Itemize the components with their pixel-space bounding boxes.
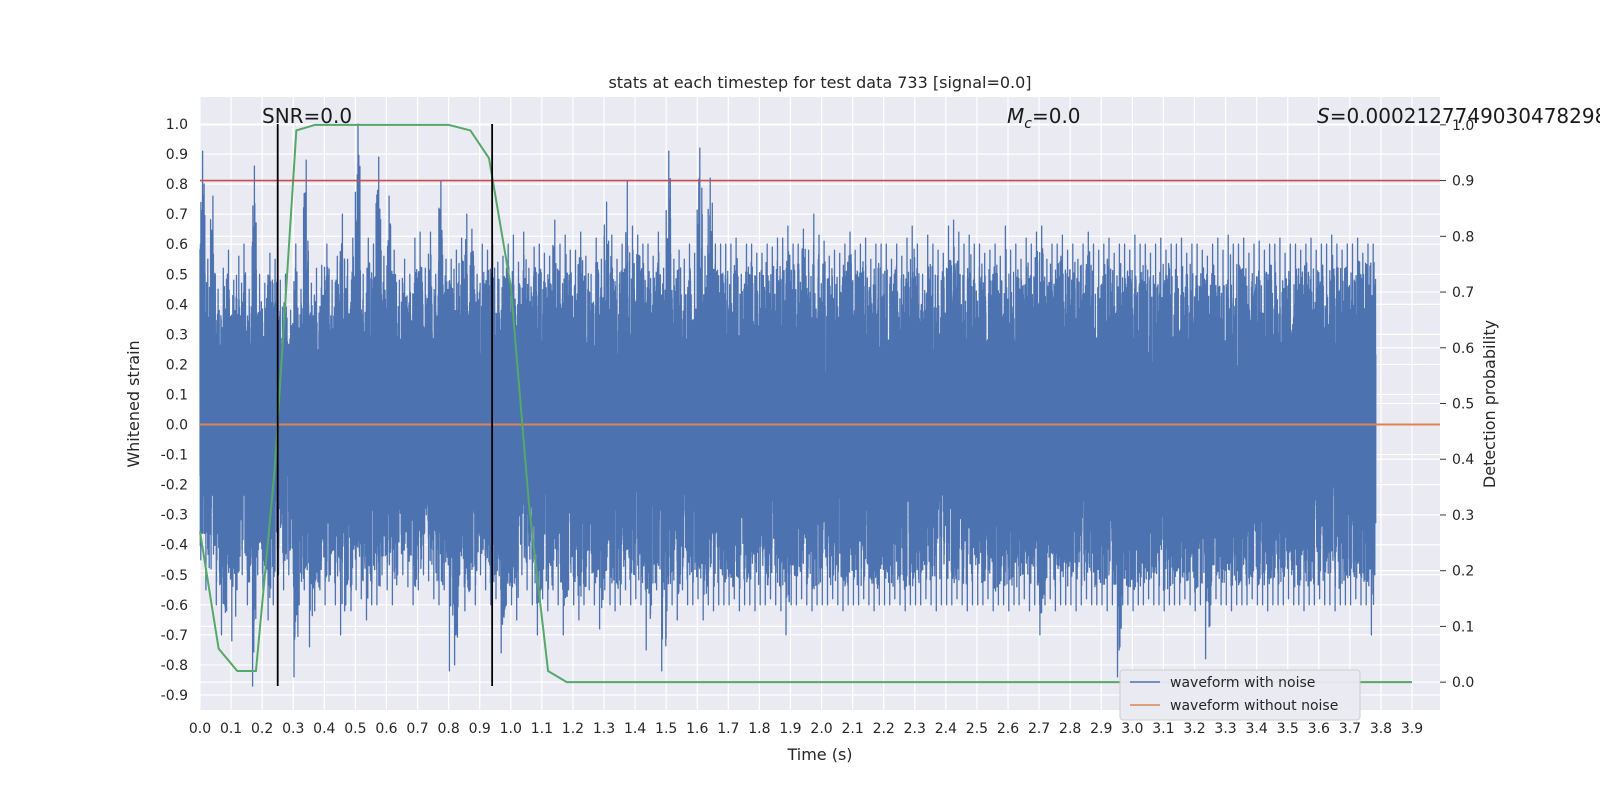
y-axis-label: Whitened strain [124, 340, 143, 467]
x-tick-label: 0.9 [469, 721, 491, 737]
x-tick-label: 3.4 [1246, 721, 1268, 737]
x-tick-label: 2.4 [935, 721, 957, 737]
waveform-with-noise-line [199, 123, 1377, 687]
y2-tick-label: 0.0 [1452, 675, 1474, 691]
x-tick-label: 1.4 [624, 721, 646, 737]
annotation-mc-sub: c [1024, 116, 1032, 132]
y-tick-label: -0.9 [161, 688, 188, 704]
x-tick-labels: 0.0 0.1 0.2 0.3 0.4 0.5 0.6 0.7 0.8 0.9 1.0 1.1 1.2 1… [189, 721, 1423, 737]
x-tick-label: 1.8 [748, 721, 770, 737]
x-tick-label: 3.1 [1152, 721, 1174, 737]
y2-tick-label: 0.9 [1452, 174, 1474, 190]
annotation-snr: SNR=0.0 [262, 104, 352, 128]
y2-tick-label: 0.8 [1452, 229, 1474, 245]
chart-title: stats at each timestep for test data 733… [608, 73, 1031, 92]
x-tick-label: 2.9 [1090, 721, 1112, 737]
y-tick-label: 0.8 [166, 177, 188, 193]
x-tick-label: 1.1 [531, 721, 553, 737]
y2-axis-label: Detection probability [1480, 320, 1499, 488]
y-tick-label: 0.9 [166, 147, 188, 163]
x-tick-label: 1.5 [655, 721, 677, 737]
x-tick-label: 0.7 [406, 721, 428, 737]
x-tick-label: 0.0 [189, 721, 211, 737]
y2-tick-labels: 0.0 0.1 0.2 0.3 0.4 0.5 0.6 0.7 0.8 0.9 1.0 [1440, 118, 1474, 691]
y-tick-label: 1.0 [166, 117, 188, 133]
x-tick-label: 3.8 [1370, 721, 1392, 737]
y-tick-label: 0.3 [166, 327, 188, 343]
x-axis-label: Time (s) [786, 745, 852, 764]
legend-label-noise: waveform with noise [1170, 675, 1315, 691]
annotation-mc-rest: =0.0 [1032, 104, 1081, 128]
y2-tick-label: 0.4 [1452, 452, 1474, 468]
legend: waveform with noise waveform without noi… [1119, 669, 1361, 721]
x-tick-label: 2.0 [810, 721, 832, 737]
y2-tick-label: 0.5 [1452, 397, 1474, 413]
x-tick-label: 2.8 [1059, 721, 1081, 737]
y-tick-label: 0.2 [166, 357, 188, 373]
x-tick-label: 3.7 [1339, 721, 1361, 737]
annotation-s-base: S [1317, 104, 1330, 128]
y2-tick-label: 0.7 [1452, 285, 1474, 301]
series-waveform-with-noise [199, 123, 1377, 687]
x-tick-label: 1.9 [779, 721, 801, 737]
x-tick-label: 3.3 [1214, 721, 1236, 737]
annotation-mc-base: M [1007, 104, 1024, 128]
x-tick-label: 2.6 [997, 721, 1019, 737]
x-tick-label: 0.4 [313, 721, 335, 737]
x-tick-label: 0.1 [220, 721, 242, 737]
x-tick-label: 0.5 [344, 721, 366, 737]
x-tick-label: 0.6 [375, 721, 397, 737]
y-tick-label: -0.3 [161, 508, 188, 524]
y-tick-label: -0.2 [161, 478, 188, 494]
y-tick-label: -0.4 [161, 538, 188, 554]
x-tick-label: 2.3 [904, 721, 926, 737]
y-tick-label: 0.5 [166, 267, 188, 283]
x-tick-label: 2.1 [841, 721, 863, 737]
y-tick-label: 0.6 [166, 237, 188, 253]
y-tick-label: 0.4 [166, 297, 188, 313]
x-tick-label: 0.2 [251, 721, 273, 737]
annotation-s: S=0.00021277490304782987 [1317, 104, 1600, 128]
x-tick-label: 2.7 [1028, 721, 1050, 737]
x-tick-label: 1.2 [562, 721, 584, 737]
x-tick-label: 3.2 [1183, 721, 1205, 737]
x-tick-label: 0.8 [437, 721, 459, 737]
x-tick-label: 3.5 [1277, 721, 1299, 737]
y2-tick-label: 0.2 [1452, 564, 1474, 580]
y2-tick-label: 0.1 [1452, 619, 1474, 635]
y2-tick-label: 1.0 [1452, 118, 1474, 134]
annotation-s-rest: =0.00021277490304782987 [1330, 104, 1600, 128]
y-tick-label: -0.7 [161, 628, 188, 644]
y-tick-label: -0.1 [161, 448, 188, 464]
vertical-markers [276, 124, 494, 686]
x-tick-label: 1.3 [593, 721, 615, 737]
x-tick-label: 1.7 [717, 721, 739, 737]
series-detection-probability [199, 123, 1413, 684]
x-tick-label: 1.0 [500, 721, 522, 737]
x-tick-label: 3.6 [1308, 721, 1330, 737]
y-tick-label: 0.0 [166, 418, 188, 434]
x-tick-label: 2.2 [873, 721, 895, 737]
y-tick-labels: -0.9 -0.8 -0.7 -0.6 -0.5 -0.4 -0.3 -0.2 -0.1 0.0 0… [161, 117, 188, 704]
y-tick-label: -0.5 [161, 568, 188, 584]
legend-box [1119, 669, 1361, 721]
annotation-mc: Mc=0.0 [1007, 104, 1081, 132]
y2-tick-label: 0.6 [1452, 341, 1474, 357]
detection-probability-line [199, 123, 1413, 684]
x-tick-label: 0.3 [282, 721, 304, 737]
legend-label-clean: waveform without noise [1170, 698, 1338, 714]
y2-tick-label: 0.3 [1452, 508, 1474, 524]
y-tick-label: -0.8 [161, 658, 188, 674]
x-tick-label: 1.6 [686, 721, 708, 737]
x-tick-label: 3.0 [1121, 721, 1143, 737]
y-tick-label: 0.7 [166, 207, 188, 223]
x-tick-label: 3.9 [1401, 721, 1423, 737]
y-tick-label: 0.1 [166, 387, 188, 403]
x-tick-label: 2.5 [966, 721, 988, 737]
y-tick-label: -0.6 [161, 598, 188, 614]
